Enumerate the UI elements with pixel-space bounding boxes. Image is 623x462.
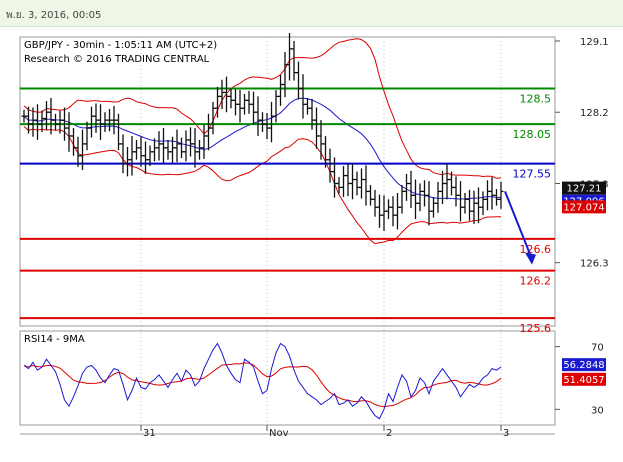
- level-label: 128.05: [513, 128, 552, 141]
- y-tick-label: 128.2: [580, 108, 609, 119]
- rsi-panel-frame: [19, 330, 556, 426]
- x-tick-label: 31: [143, 428, 156, 439]
- y-tick-label: 129.1: [580, 37, 609, 48]
- price-badge-label: 127.21: [567, 184, 602, 195]
- rsi-title: RSI14 - 9MA: [24, 334, 85, 345]
- chart-title: GBP/JPY - 30min - 1:05:11 AM (UTC+2): [24, 40, 217, 51]
- projection-arrowhead: [525, 252, 536, 265]
- rsi-y-tick-label: 70: [591, 343, 604, 354]
- level-label: 128.5: [520, 92, 552, 105]
- y-tick-label: 126.3: [580, 259, 609, 270]
- level-label: 126.6: [520, 243, 552, 256]
- price-badge: [562, 200, 606, 214]
- rsi-y-tick-label: 30: [591, 405, 604, 416]
- x-tick-label: Nov: [269, 428, 289, 439]
- level-label: 125.6: [520, 322, 552, 335]
- x-tick-label: 2: [386, 428, 392, 439]
- bollinger-upper: [23, 38, 502, 179]
- price-badge: [562, 181, 606, 195]
- rsi-badge-label: 56.2848: [563, 360, 604, 371]
- date-bar: พ.ย. 3, 2016, 00:05: [0, 0, 623, 27]
- price-badge-label: 127.074: [563, 202, 604, 213]
- rsi-line: [23, 342, 502, 420]
- rsi-badge: [562, 372, 606, 386]
- level-label: 126.2: [520, 275, 552, 288]
- rsi-badge-label: 51.4057: [563, 375, 604, 386]
- price-panel-frame: [19, 36, 556, 327]
- x-tick-label: 3: [503, 428, 509, 439]
- projection-arrow: [504, 191, 532, 258]
- price-bar: [498, 181, 504, 209]
- chart-subtitle: Research © 2016 TRADING CENTRAL: [24, 54, 210, 65]
- date-label: พ.ย. 3, 2016, 00:05: [6, 10, 102, 21]
- level-label: 127.55: [513, 168, 552, 181]
- rsi-badge: [562, 358, 606, 372]
